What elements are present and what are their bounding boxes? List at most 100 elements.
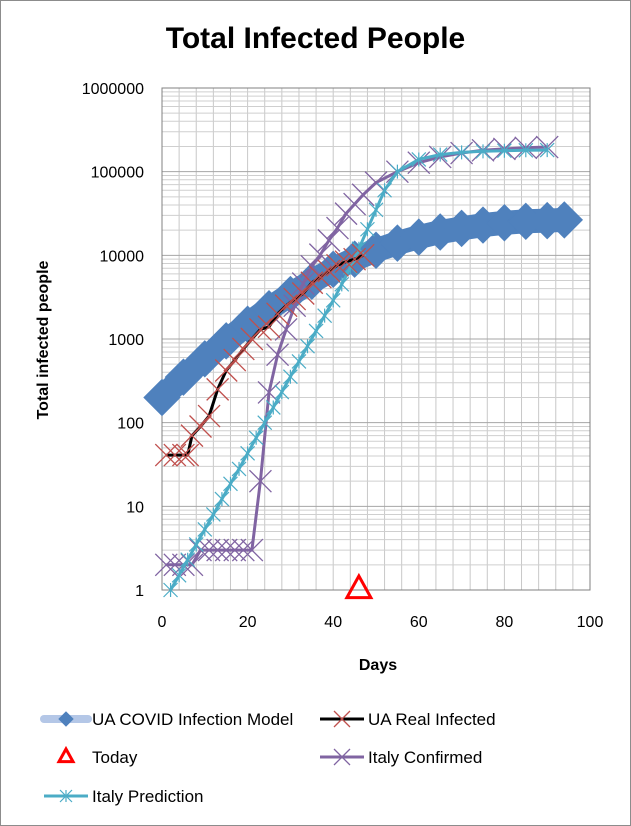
data-point [214,359,238,382]
data-point [389,164,405,180]
data-point [223,476,238,492]
x-tick-label: 40 [324,614,342,631]
y-tick-label: 1 [135,583,144,600]
data-point [214,491,230,507]
data-point [171,443,195,467]
data-point [334,202,358,226]
series-italy-prediction [163,142,555,598]
series-today [344,572,374,600]
y-axis-label: Total infected people [35,260,52,419]
data-point [205,507,221,522]
x-tick-label: 60 [410,614,428,631]
legend-label: UA Real Infected [368,710,496,729]
data-point [143,378,181,417]
data-point [411,152,427,167]
data-point [300,254,324,278]
x-tick-labels: 0 20 40 60 80 100 [158,614,604,631]
data-point [326,216,349,240]
data-point [326,253,349,277]
data-point [197,404,221,428]
y-tick-label: 100 [117,416,144,433]
data-point [240,445,256,461]
legend-swatch-marker [333,748,351,766]
legend-item-ua-covid-infection-model: UA COVID Infection Model [40,710,293,729]
legend-item-today: Today [56,745,138,767]
legend-item-italy-confirmed: Italy Confirmed [320,748,482,767]
data-point [308,243,332,267]
legend-swatch-marker [59,789,73,803]
legend-swatch-marker [56,745,76,764]
data-point [163,443,187,467]
data-point [189,538,212,562]
data-point [496,143,512,159]
data-point [308,323,324,339]
data-point [283,294,307,318]
data-point [475,143,491,159]
data-point [377,182,392,198]
x-tick-label: 0 [158,614,167,631]
data-point [518,142,534,158]
data-point [206,377,230,401]
data-point [344,572,374,600]
data-point [180,552,196,568]
data-point [223,538,247,562]
y-tick-label: 10 [126,499,144,516]
y-tick-label: 1000000 [82,81,144,98]
plot-area-border [161,87,591,591]
legend-swatch-marker [58,711,74,727]
data-point [176,443,200,467]
x-tick-label: 100 [577,614,604,631]
data-point [454,144,470,160]
data-point [360,221,375,237]
series-ua-real-infected [154,243,375,467]
data-point [539,142,555,158]
legend-label: UA COVID Infection Model [92,710,293,729]
data-point [274,384,290,400]
data-point [197,521,213,537]
legend-swatch-marker [333,710,351,728]
y-tick-label: 100000 [91,165,144,182]
data-point [325,292,341,308]
data-point [231,337,255,361]
data-point [240,327,264,351]
legend-label: Italy Confirmed [368,748,482,767]
data-point [248,430,264,446]
data-point [432,147,448,163]
data-point [240,538,264,562]
data-point [257,415,273,431]
data-point [154,553,178,577]
data-point [257,315,281,339]
data-point [317,228,341,252]
data-point [291,353,307,369]
data-point [171,567,187,583]
data-point [231,461,247,477]
data-point [186,340,224,378]
legend-item-italy-prediction: Italy Prediction [44,787,204,806]
chart-title: Total Infected People [165,22,466,55]
data-point [343,247,367,271]
data-point [206,538,230,562]
y-tick-label: 10000 [100,248,145,265]
data-point [214,538,238,562]
legend-label: Today [92,748,138,767]
x-axis-label: Days [359,657,397,674]
data-point [334,250,358,274]
data-point [300,338,315,354]
data-point [248,318,272,341]
data-point [545,201,584,239]
y-tick-labels: 1 10 100 1000 10000 100000 1000000 [82,81,144,600]
data-point [197,538,221,562]
data-point [164,358,203,396]
data-point [154,443,178,467]
data-point [266,343,290,367]
series-layer [143,135,584,600]
data-point [291,272,315,296]
data-point [248,469,272,493]
data-point [351,243,375,267]
data-point [231,538,255,562]
legend: UA COVID Infection Model UA Real Infected… [40,710,496,806]
data-point [163,582,178,598]
x-tick-label: 20 [239,614,257,631]
legend-item-ua-real-infected: UA Real Infected [320,710,496,729]
